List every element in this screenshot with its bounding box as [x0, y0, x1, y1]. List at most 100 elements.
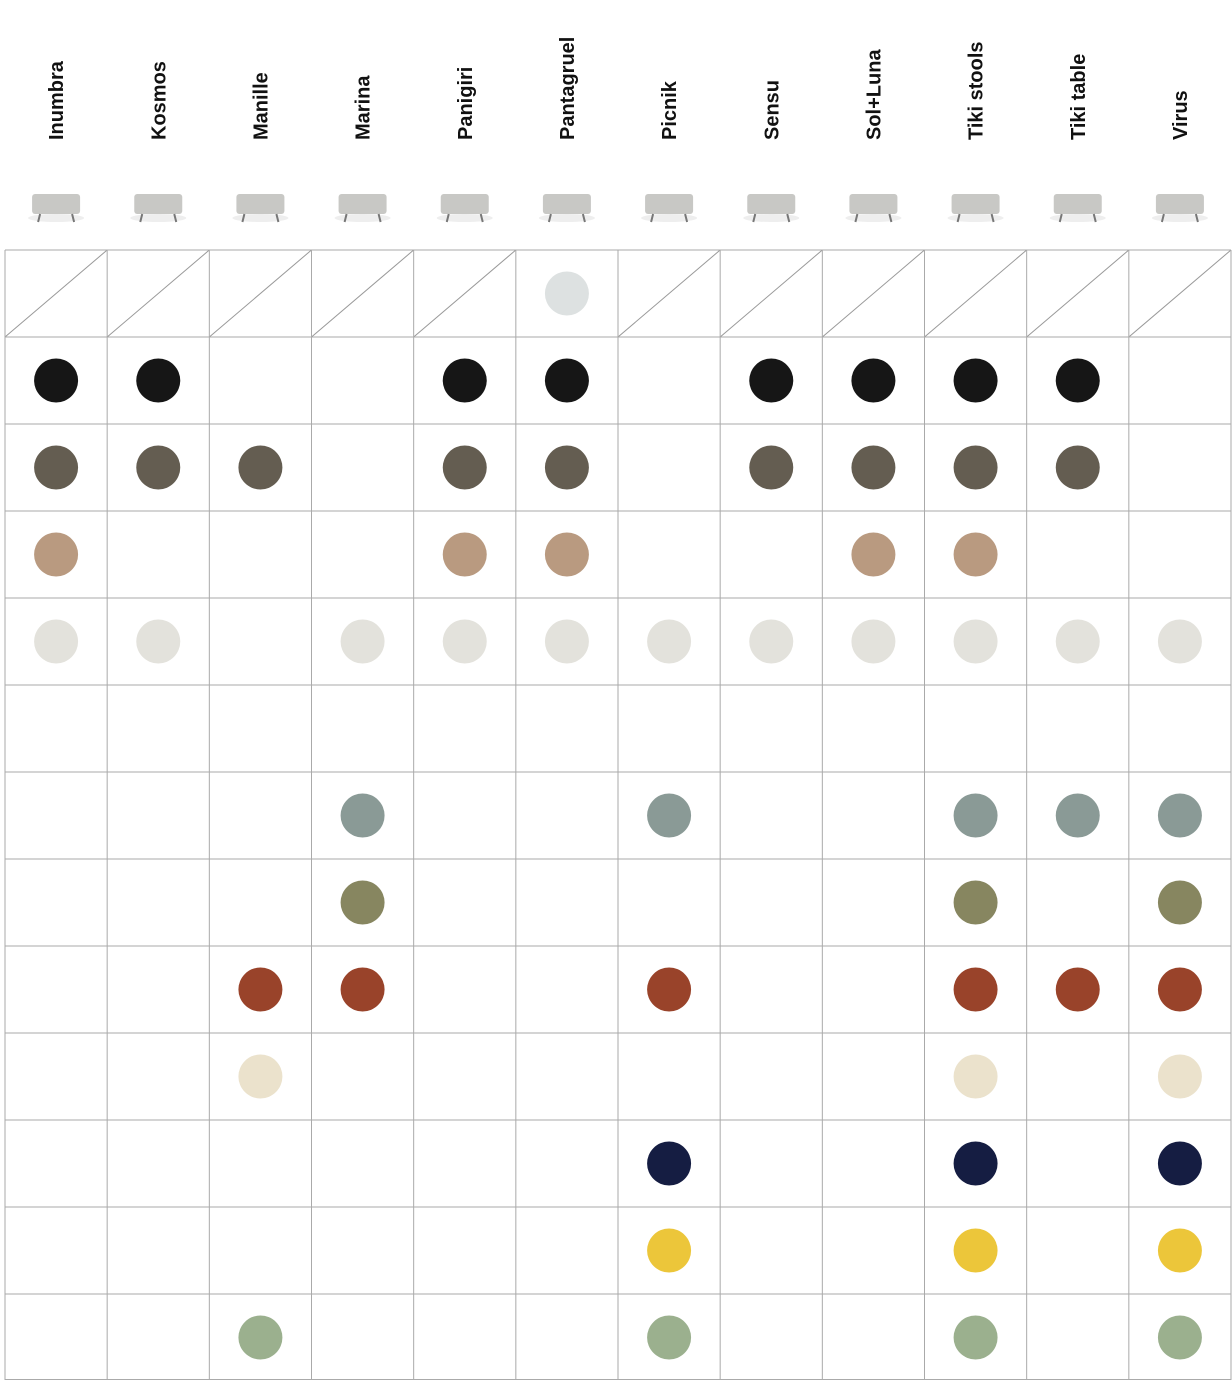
product-shadow	[1049, 214, 1106, 222]
color-dot	[340, 880, 385, 925]
color-dot	[136, 445, 181, 490]
product-shadow	[538, 214, 595, 222]
color-dot	[442, 532, 487, 577]
product-image	[338, 194, 387, 214]
product-image	[542, 194, 591, 214]
color-dot	[1055, 358, 1100, 403]
color-dot	[749, 358, 794, 403]
product-leg	[956, 213, 961, 223]
product-image	[747, 194, 796, 214]
color-dot	[238, 1315, 283, 1360]
product-name: Marina	[353, 75, 375, 140]
product-image	[440, 194, 489, 214]
product-name: Inumbra	[46, 60, 68, 140]
color-dot	[1157, 1054, 1202, 1099]
color-dot	[953, 445, 998, 490]
product-name: Tiki stools	[966, 41, 988, 140]
product-leg	[275, 213, 280, 223]
product-leg	[1160, 213, 1165, 223]
color-dot	[851, 445, 896, 490]
color-dot	[34, 619, 79, 664]
color-dot	[953, 967, 998, 1012]
color-dot	[953, 1315, 998, 1360]
product-name: Picnik	[659, 80, 681, 140]
product-leg	[71, 213, 76, 223]
color-dot	[544, 619, 589, 664]
color-dot	[953, 880, 998, 925]
product-leg	[173, 213, 178, 223]
product-image	[951, 194, 1000, 214]
product-image	[236, 194, 285, 214]
product-leg	[752, 213, 757, 223]
unavailable-slash	[413, 249, 517, 338]
color-dot	[1157, 619, 1202, 664]
color-dot	[953, 619, 998, 664]
color-dot	[340, 793, 385, 838]
color-dot	[442, 619, 487, 664]
color-dot	[442, 445, 487, 490]
color-dot	[238, 967, 283, 1012]
color-dot	[851, 532, 896, 577]
product-leg	[37, 213, 42, 223]
color-dot	[238, 1054, 283, 1099]
color-dot	[953, 532, 998, 577]
product-leg	[786, 213, 791, 223]
color-dot	[136, 619, 181, 664]
product-shadow	[641, 214, 698, 222]
product-name: Sensu	[761, 80, 783, 140]
color-dot	[34, 358, 79, 403]
product-image	[1155, 194, 1204, 214]
product-leg	[684, 213, 689, 223]
color-dot	[953, 793, 998, 838]
product-image	[645, 194, 694, 214]
color-dot	[647, 619, 692, 664]
unavailable-slash	[924, 249, 1027, 338]
color-dot	[1157, 1315, 1202, 1360]
product-image	[849, 194, 898, 214]
unavailable-slash	[106, 249, 210, 338]
color-dot	[1157, 1228, 1202, 1273]
color-dot	[136, 358, 181, 403]
color-dot	[953, 1228, 998, 1273]
color-dot	[544, 271, 589, 316]
unavailable-slash	[4, 249, 108, 338]
product-leg	[445, 213, 450, 223]
color-dot	[647, 793, 692, 838]
product-image	[1053, 194, 1102, 214]
product-name: Kosmos	[148, 61, 170, 140]
product-leg	[990, 213, 995, 223]
color-dot	[1157, 880, 1202, 925]
color-dot	[34, 445, 79, 490]
color-dot	[647, 1141, 692, 1186]
product-shadow	[845, 214, 902, 222]
color-dot	[442, 358, 487, 403]
color-dot	[238, 445, 283, 490]
color-dot	[953, 1054, 998, 1099]
color-dot	[647, 1228, 692, 1273]
product-shadow	[334, 214, 391, 222]
color-dot	[749, 619, 794, 664]
color-dot	[544, 358, 589, 403]
product-leg	[1194, 213, 1199, 223]
product-leg	[343, 213, 348, 223]
product-shadow	[1151, 214, 1208, 222]
unavailable-slash	[1026, 249, 1130, 338]
product-leg	[547, 213, 552, 223]
color-dot	[1157, 793, 1202, 838]
product-image	[32, 194, 81, 214]
color-dot	[647, 967, 692, 1012]
color-dot	[1055, 619, 1100, 664]
product-leg	[581, 213, 586, 223]
unavailable-slash	[311, 249, 414, 338]
color-dot	[851, 358, 896, 403]
unavailable-slash	[617, 249, 721, 338]
product-shadow	[743, 214, 800, 222]
color-dot	[544, 445, 589, 490]
color-dot	[851, 619, 896, 664]
product-leg	[241, 213, 246, 223]
product-leg	[1058, 213, 1063, 223]
color-dot	[544, 532, 589, 577]
color-dot	[1055, 967, 1100, 1012]
color-dot	[1055, 445, 1100, 490]
